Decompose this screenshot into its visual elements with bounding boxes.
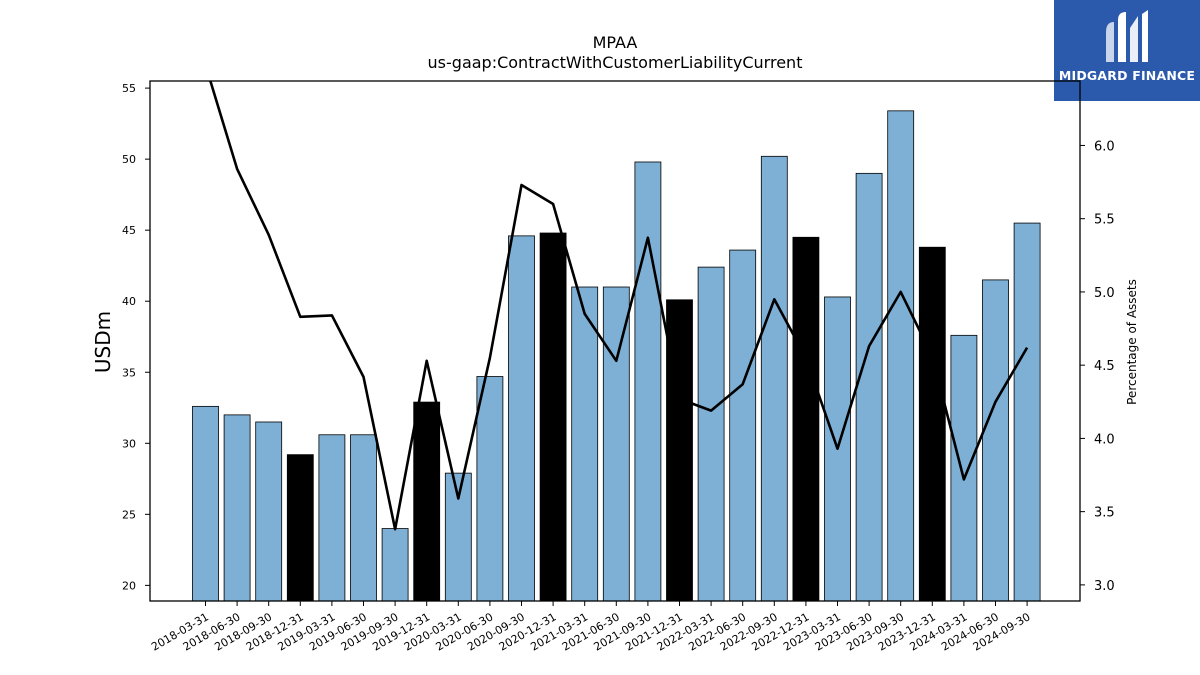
- bar: [982, 279, 1009, 602]
- brand-logo: MIDGARD FINANCE: [1054, 0, 1200, 101]
- left-tick-label: 45: [122, 224, 136, 237]
- bar: [887, 110, 915, 602]
- left-tick-label: 30: [122, 437, 136, 450]
- bar: [792, 236, 820, 602]
- bar: [571, 286, 599, 602]
- bar: [666, 299, 693, 602]
- bar: [602, 286, 630, 602]
- left-tick-label: 35: [122, 366, 136, 379]
- chart-title: MPAA: [593, 33, 638, 52]
- bar: [855, 172, 883, 602]
- x-axis: 2018-03-312018-06-302018-09-302018-12-31…: [149, 601, 1033, 654]
- left-tick-label: 20: [122, 579, 136, 592]
- bar-series: [192, 110, 1041, 602]
- y-axis-label: USDm: [91, 311, 115, 373]
- right-tick-label: 4.0: [1094, 432, 1115, 447]
- bar: [286, 454, 314, 602]
- left-tick-label: 40: [122, 295, 136, 308]
- bar: [381, 528, 409, 602]
- bar: [1013, 222, 1041, 602]
- left-axis: 20 25 30 35 40 45 50 55: [122, 82, 150, 592]
- bar: [255, 421, 283, 602]
- bar: [318, 434, 346, 602]
- bar: [918, 246, 946, 602]
- right-tick-label: 5.0: [1094, 286, 1115, 301]
- right-tick-label: 4.5: [1094, 359, 1115, 374]
- bar: [192, 405, 219, 602]
- bar: [729, 249, 757, 602]
- right-tick-label: 6.0: [1094, 139, 1115, 154]
- y2-axis-label: Percentage of Assets: [1125, 279, 1139, 405]
- right-axis: 3.0 3.5 4.0 4.5 5.0 5.5 6.0: [1080, 139, 1115, 594]
- right-tick-label: 5.5: [1094, 213, 1115, 228]
- bar: [508, 235, 535, 602]
- plot-frame: [149, 80, 1081, 602]
- right-tick-label: 3.0: [1094, 579, 1115, 594]
- left-tick-label: 25: [122, 508, 136, 521]
- left-tick-label: 55: [122, 82, 136, 95]
- line-series: [209, 81, 1029, 531]
- bar: [350, 434, 377, 602]
- bar: [697, 266, 725, 602]
- bar: [444, 472, 472, 602]
- chart-subtitle: us-gaap:ContractWithCustomerLiabilityCur…: [428, 53, 803, 72]
- bar: [539, 232, 567, 602]
- bar: [413, 401, 441, 602]
- bar: [634, 161, 662, 602]
- bar: [476, 376, 504, 602]
- bar: [760, 155, 788, 602]
- midgard-logo-icon: [1106, 10, 1148, 62]
- bar: [223, 414, 251, 602]
- bar: [950, 334, 978, 602]
- brand-name: MIDGARD FINANCE: [1058, 68, 1196, 83]
- right-tick-label: 3.5: [1094, 506, 1115, 521]
- series-line: [209, 81, 1029, 531]
- left-tick-label: 50: [122, 153, 136, 166]
